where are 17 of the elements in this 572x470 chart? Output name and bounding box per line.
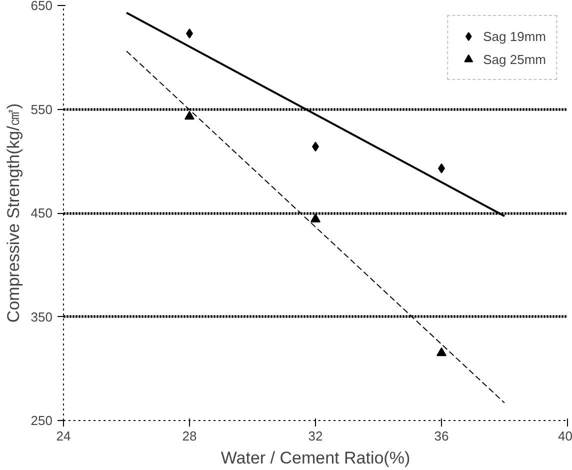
x-tick-label: 40 — [558, 428, 572, 444]
x-tick-label: 28 — [182, 428, 197, 444]
y-tick-label: 350 — [30, 309, 53, 324]
y-tick-label: 250 — [30, 413, 53, 428]
x-tick-label: 32 — [308, 428, 323, 444]
point — [436, 347, 446, 356]
point — [310, 214, 320, 222]
y-tick-label: 450 — [30, 206, 53, 220]
y-tick-label: 550 — [30, 102, 53, 117]
x-tick-label: 36 — [434, 428, 449, 444]
x-tick-label: 24 — [56, 428, 71, 444]
legend-label: Sag 25mm — [483, 52, 546, 66]
y-axis-title: Compressive Strength(kg/㎠) — [4, 103, 23, 323]
point — [184, 110, 194, 120]
legend-label: Sag 19mm — [483, 28, 546, 44]
y-tick-label: 650 — [30, 0, 53, 13]
x-axis-title: Water / Cement Ratio(%) — [220, 448, 410, 468]
